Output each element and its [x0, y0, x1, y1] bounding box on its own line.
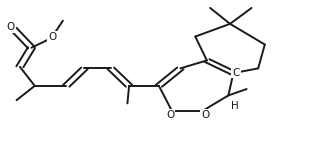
Text: C: C — [232, 68, 240, 78]
Text: O: O — [201, 110, 209, 120]
Text: H: H — [231, 101, 239, 111]
Text: O: O — [48, 32, 56, 42]
Text: O: O — [166, 110, 174, 120]
Text: O: O — [7, 22, 15, 32]
